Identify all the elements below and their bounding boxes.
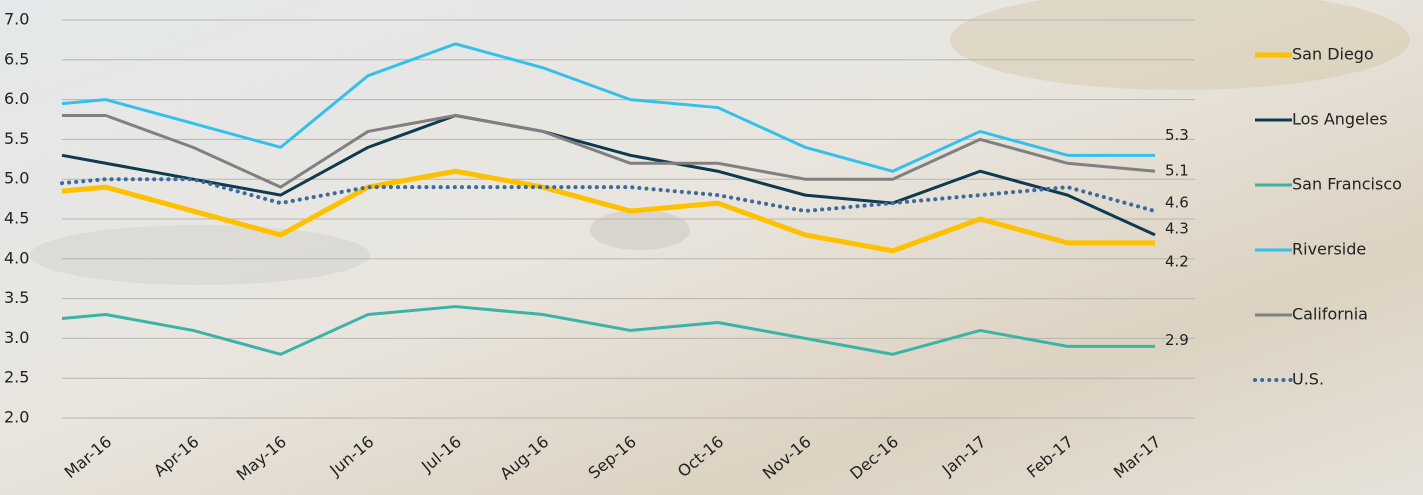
data-label: 4.6 bbox=[1165, 194, 1189, 212]
chart: 2.02.53.03.54.04.55.05.56.06.57.0Mar-16A… bbox=[0, 0, 1423, 495]
y-tick-label: 2.0 bbox=[4, 408, 29, 427]
y-tick-label: 7.0 bbox=[4, 10, 29, 29]
y-tick-label: 6.5 bbox=[4, 49, 29, 68]
legend-label: U.S. bbox=[1292, 370, 1324, 389]
y-tick-label: 5.0 bbox=[4, 169, 29, 188]
legend-label: Los Angeles bbox=[1292, 110, 1388, 129]
data-label: 5.1 bbox=[1165, 162, 1189, 180]
y-tick-label: 5.5 bbox=[4, 129, 29, 148]
background-shape bbox=[30, 225, 370, 285]
legend-label: San Diego bbox=[1292, 45, 1374, 64]
data-label: 5.3 bbox=[1165, 126, 1189, 144]
data-label: 4.2 bbox=[1165, 252, 1189, 270]
y-tick-label: 4.5 bbox=[4, 209, 29, 228]
data-label: 4.3 bbox=[1165, 219, 1189, 237]
y-tick-label: 6.0 bbox=[4, 89, 29, 108]
y-tick-label: 2.5 bbox=[4, 368, 29, 387]
legend-label: California bbox=[1292, 305, 1368, 324]
legend-label: Riverside bbox=[1292, 240, 1366, 259]
y-tick-label: 3.5 bbox=[4, 288, 29, 307]
y-tick-label: 3.0 bbox=[4, 328, 29, 347]
data-label: 2.9 bbox=[1165, 331, 1189, 349]
legend-label: San Francisco bbox=[1292, 175, 1402, 194]
background-shape bbox=[590, 210, 690, 250]
y-tick-label: 4.0 bbox=[4, 248, 29, 267]
